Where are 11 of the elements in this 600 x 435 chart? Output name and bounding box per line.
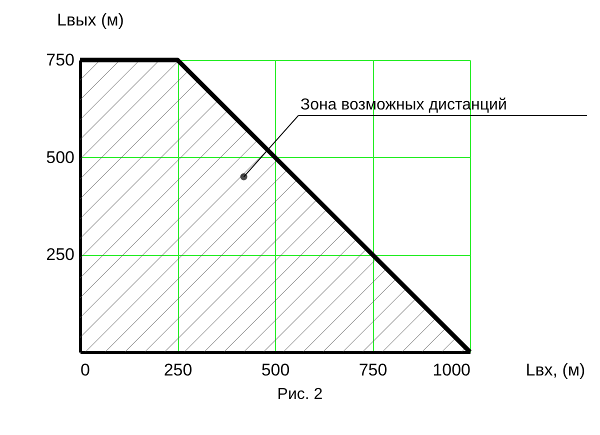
y-tick-label: 250 (46, 245, 74, 264)
x-tick-label: 500 (261, 360, 290, 380)
x-tick-label: 1000 (432, 360, 470, 380)
y-axis-title: Lвых (м) (57, 10, 124, 30)
x-tick-label: 250 (164, 360, 192, 380)
x-tick-label: 0 (80, 360, 90, 380)
y-tick-label: 500 (46, 148, 74, 167)
text: Рис. 2 (277, 386, 323, 403)
x-tick-label: 750 (358, 360, 388, 380)
x-axis-title: Lвх, (м) (526, 360, 586, 380)
y-tick-label: 750 (46, 50, 74, 70)
